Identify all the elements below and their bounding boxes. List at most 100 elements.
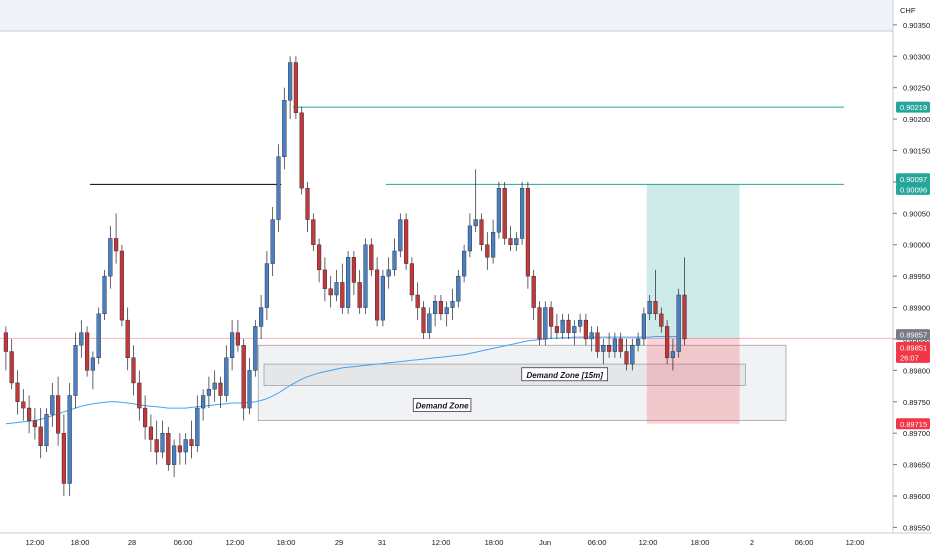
candle-body xyxy=(583,319,588,340)
candle-body xyxy=(473,219,478,227)
candle-body xyxy=(554,326,559,333)
candle xyxy=(102,269,107,321)
x-tick-label: 29 xyxy=(335,538,343,547)
candle-body xyxy=(264,263,269,308)
candle-body xyxy=(177,445,182,453)
candle xyxy=(218,376,223,409)
candle xyxy=(670,338,675,371)
y-tick-label: 0.89750 xyxy=(903,398,930,407)
zone-label: Demand Zone xyxy=(416,402,469,411)
candle xyxy=(386,257,391,289)
candle-body xyxy=(369,244,374,271)
candle xyxy=(346,251,351,314)
candle-body xyxy=(160,433,165,453)
candle-body xyxy=(119,250,124,321)
x-tick-label: 18:00 xyxy=(485,538,504,547)
candle xyxy=(67,382,72,497)
candle xyxy=(142,395,148,440)
price-badge-text: 0.90219 xyxy=(900,103,927,112)
candle-body xyxy=(183,439,188,453)
candle xyxy=(479,213,484,252)
candle-body xyxy=(351,257,356,283)
candle-body xyxy=(467,225,472,252)
candle-body xyxy=(311,219,316,245)
y-tick-label: 0.89600 xyxy=(903,492,930,501)
candle xyxy=(73,332,78,409)
price-badge xyxy=(896,341,930,353)
target-area[interactable] xyxy=(646,184,740,339)
candle xyxy=(61,414,66,497)
candle xyxy=(467,213,472,258)
candle-body xyxy=(676,294,681,352)
candle xyxy=(270,207,275,277)
candle-body xyxy=(328,288,333,296)
candle-body xyxy=(15,382,20,402)
demand-zone-0[interactable] xyxy=(257,344,787,421)
candle xyxy=(607,332,612,358)
candle xyxy=(612,332,617,358)
candle-body xyxy=(659,313,664,327)
candle xyxy=(108,225,113,289)
candle xyxy=(380,269,385,327)
candle xyxy=(404,213,409,270)
candle xyxy=(624,338,629,371)
candle-body xyxy=(641,313,646,340)
candle-body xyxy=(305,187,310,220)
candle-body xyxy=(148,426,153,440)
candle-body xyxy=(491,231,496,258)
time-axis[interactable]: 12:00 18:00 28 06:00 12:00 18:00 29 31 12:00 18:0… xyxy=(26,538,865,547)
candle xyxy=(636,332,641,352)
candle-body xyxy=(502,187,507,239)
candle xyxy=(583,313,588,346)
candle xyxy=(659,307,664,333)
x-tick-label: 06:00 xyxy=(588,538,607,547)
candle-body xyxy=(409,263,414,296)
y-tick-label: 0.89650 xyxy=(903,461,930,470)
candle xyxy=(125,307,130,371)
candle-body xyxy=(229,332,235,359)
candle-body xyxy=(276,156,281,220)
candle-body xyxy=(537,307,542,340)
x-tick-label: 2 xyxy=(750,538,754,547)
candle xyxy=(311,213,316,252)
candle-body xyxy=(438,301,443,315)
candle-body xyxy=(84,332,90,371)
candle-body xyxy=(612,338,617,352)
y-tick-label: 0.89550 xyxy=(903,523,930,532)
candle xyxy=(171,439,177,478)
candle-body xyxy=(398,219,403,252)
candle xyxy=(589,326,594,352)
candle xyxy=(334,269,339,302)
stop-area[interactable] xyxy=(646,338,740,424)
demand-zone-1[interactable] xyxy=(263,363,746,386)
candle-body xyxy=(578,319,583,327)
candle xyxy=(578,313,583,333)
candle xyxy=(293,56,298,120)
candle-body xyxy=(386,269,391,277)
price-badge xyxy=(896,351,930,363)
candle-body xyxy=(90,357,95,371)
candle xyxy=(32,408,37,440)
top-panel xyxy=(0,0,893,31)
candle-body xyxy=(340,282,345,308)
candle-body xyxy=(270,219,275,264)
candle xyxy=(177,433,182,465)
candle xyxy=(212,370,217,402)
candle xyxy=(224,345,229,402)
candle-body xyxy=(259,307,264,327)
candle-body xyxy=(50,395,55,415)
candle-body xyxy=(670,351,675,359)
candle-body xyxy=(392,250,397,271)
candle-body xyxy=(73,345,78,396)
candle-body xyxy=(375,269,380,321)
y-tick-label: 0.90300 xyxy=(903,52,930,61)
y-tick-label: 0.89700 xyxy=(903,429,930,438)
candle-body xyxy=(682,294,687,340)
candle xyxy=(491,219,496,264)
plot-area[interactable]: Demand Zone Demand Zone [15m] xyxy=(0,56,893,497)
candle-body xyxy=(479,219,484,245)
price-badge-text: 0.89715 xyxy=(900,420,927,429)
candle-body xyxy=(38,426,43,446)
price-badge-text: 26:07 xyxy=(900,353,919,362)
